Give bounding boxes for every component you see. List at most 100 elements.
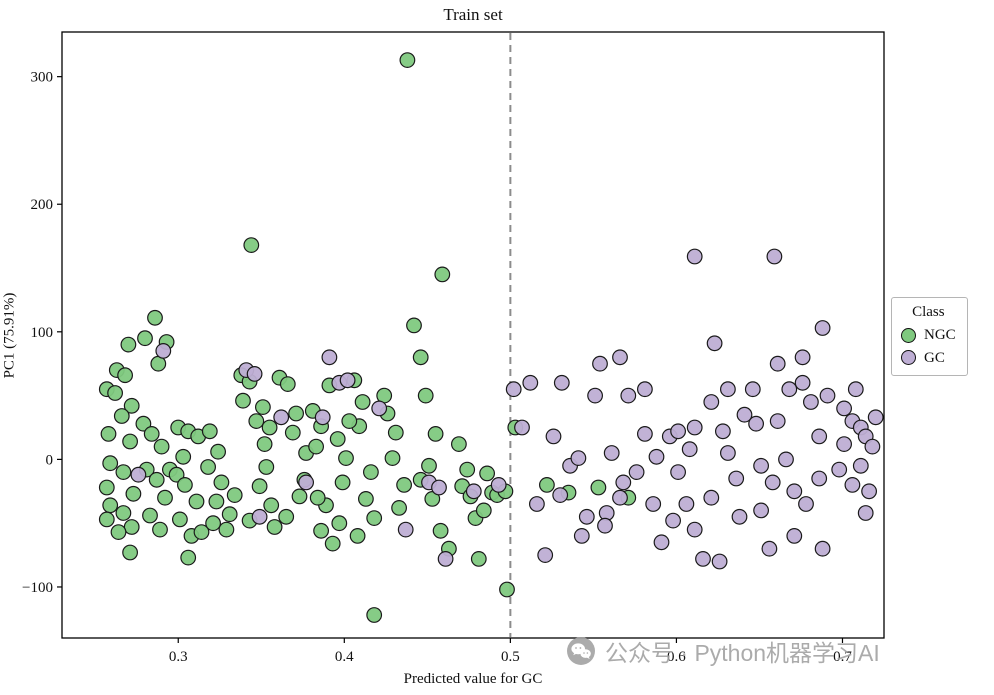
data-point-ngc bbox=[143, 426, 160, 442]
data-point-ngc bbox=[98, 479, 115, 496]
data-point-gc bbox=[867, 409, 884, 426]
data-point-gc bbox=[766, 248, 783, 265]
data-point-gc bbox=[847, 381, 864, 398]
data-point-ngc bbox=[387, 424, 404, 441]
chart-title: Train set bbox=[443, 5, 503, 24]
data-point-gc bbox=[686, 248, 703, 265]
data-point-ngc bbox=[434, 266, 451, 283]
data-point-ngc bbox=[366, 510, 383, 526]
data-point-gc bbox=[864, 438, 881, 455]
data-point-ngc bbox=[590, 479, 607, 496]
data-point-gc bbox=[798, 496, 814, 512]
data-point-ngc bbox=[180, 549, 197, 566]
data-point-gc bbox=[706, 335, 723, 352]
data-point-gc bbox=[648, 448, 665, 465]
data-point-gc bbox=[612, 489, 628, 506]
data-point-gc bbox=[769, 413, 786, 430]
data-point-ngc bbox=[309, 489, 326, 506]
data-point-gc bbox=[552, 487, 569, 504]
data-point-ngc bbox=[123, 519, 140, 535]
legend-label-gc: GC bbox=[924, 349, 945, 366]
data-point-gc bbox=[711, 553, 728, 570]
data-point-gc bbox=[155, 343, 172, 359]
y-tick-label: 300 bbox=[31, 70, 54, 86]
data-point-ngc bbox=[148, 471, 165, 488]
data-point-gc bbox=[761, 540, 778, 557]
data-point-ngc bbox=[201, 423, 218, 440]
data-point-ngc bbox=[363, 464, 379, 481]
data-point-gc bbox=[431, 479, 447, 496]
data-point-ngc bbox=[251, 478, 268, 495]
data-point-ngc bbox=[137, 330, 153, 347]
data-point-gc bbox=[852, 457, 869, 474]
data-point-gc bbox=[748, 415, 764, 432]
y-tick-label: 0 bbox=[46, 452, 54, 468]
data-point-gc bbox=[645, 496, 662, 512]
x-axis-label: Predicted value for GC bbox=[403, 671, 543, 687]
data-point-ngc bbox=[176, 477, 193, 493]
data-point-ngc bbox=[261, 419, 278, 436]
data-point-gc bbox=[803, 394, 819, 410]
data-point-ngc bbox=[256, 436, 273, 453]
data-point-gc bbox=[857, 505, 874, 521]
data-point-ngc bbox=[278, 508, 295, 525]
data-point-gc bbox=[130, 466, 147, 483]
data-point-gc bbox=[769, 355, 786, 372]
data-point-gc bbox=[637, 381, 653, 398]
data-point-gc bbox=[529, 496, 545, 512]
data-point-gc bbox=[753, 502, 769, 519]
data-point-gc bbox=[778, 451, 794, 468]
data-point-ngc bbox=[329, 431, 346, 447]
data-point-gc bbox=[505, 381, 522, 398]
data-point-ngc bbox=[152, 521, 168, 538]
data-point-ngc bbox=[157, 489, 173, 506]
data-point-ngc bbox=[193, 524, 210, 540]
data-point-ngc bbox=[432, 522, 449, 539]
data-point-ngc bbox=[213, 474, 230, 491]
data-point-gc bbox=[695, 551, 711, 567]
legend-label-ngc: NGC bbox=[924, 326, 956, 343]
data-point-ngc bbox=[120, 336, 137, 353]
data-point-ngc bbox=[358, 491, 374, 507]
data-point-ngc bbox=[113, 408, 130, 424]
data-point-ngc bbox=[188, 493, 205, 510]
data-point-ngc bbox=[396, 477, 413, 493]
data-point-ngc bbox=[499, 581, 515, 598]
data-point-gc bbox=[781, 381, 798, 398]
data-point-ngc bbox=[175, 448, 192, 465]
data-point-ngc bbox=[117, 367, 133, 384]
data-point-ngc bbox=[218, 521, 235, 538]
data-point-gc bbox=[522, 374, 539, 391]
data-point-gc bbox=[836, 436, 852, 453]
data-point-ngc bbox=[102, 455, 119, 472]
data-point-gc bbox=[836, 400, 852, 417]
data-point-gc bbox=[545, 428, 562, 445]
data-point-ngc bbox=[208, 493, 225, 510]
data-point-gc bbox=[753, 457, 769, 474]
data-point-gc bbox=[597, 517, 613, 534]
data-point-gc bbox=[371, 400, 388, 417]
data-point-ngc bbox=[171, 511, 188, 528]
data-point-ngc bbox=[135, 415, 152, 432]
y-tick-label: 200 bbox=[31, 197, 54, 213]
data-point-gc bbox=[819, 387, 836, 404]
data-point-ngc bbox=[308, 438, 325, 455]
legend-entry-gc: GC bbox=[901, 349, 956, 368]
data-point-gc bbox=[628, 464, 645, 481]
data-point-gc bbox=[251, 508, 268, 525]
data-point-ngc bbox=[338, 450, 354, 467]
data-point-gc bbox=[437, 551, 454, 567]
x-tick-label: 0.4 bbox=[335, 649, 354, 665]
data-point-ngc bbox=[313, 522, 330, 539]
data-point-gc bbox=[321, 349, 338, 366]
data-point-ngc bbox=[417, 387, 434, 404]
data-point-gc bbox=[731, 508, 748, 525]
data-point-gc bbox=[681, 441, 698, 458]
data-point-gc bbox=[715, 423, 731, 440]
data-point-ngc bbox=[221, 506, 238, 523]
data-point-ngc bbox=[205, 515, 222, 532]
data-point-ngc bbox=[539, 477, 555, 493]
x-tick-label: 0.3 bbox=[169, 649, 188, 665]
data-point-ngc bbox=[288, 405, 305, 422]
